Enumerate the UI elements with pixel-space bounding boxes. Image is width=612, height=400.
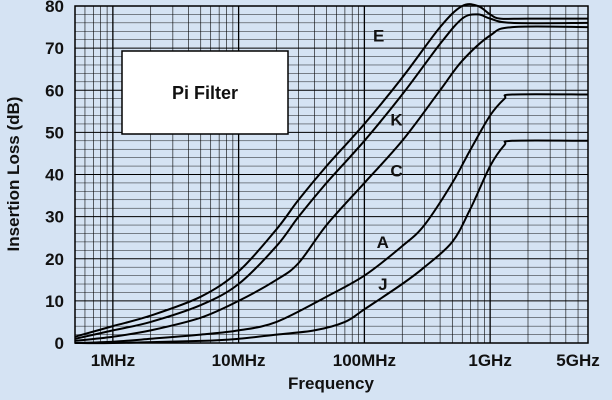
y-tick-label: 20 [45, 250, 64, 269]
series-line-k [74, 13, 589, 340]
series-label-c: C [390, 161, 402, 180]
legend-box-text: Pi Filter [172, 83, 238, 103]
x-tick-label: 1MHz [91, 351, 135, 370]
y-tick-label: 70 [45, 39, 64, 58]
y-tick-label: 60 [45, 81, 64, 100]
x-tick-label: 10MHz [212, 351, 266, 370]
y-axis-title: Insertion Loss (dB) [4, 97, 23, 252]
x-tick-labels: 1MHz 10MHz 100MHz 1GHz 5GHz [91, 351, 600, 370]
x-tick-label: 1GHz [468, 351, 511, 370]
series-label-e: E [373, 27, 384, 46]
series-line-j [74, 139, 589, 345]
y-tick-label: 0 [55, 334, 64, 353]
y-tick-label: 40 [45, 166, 64, 185]
curve-labels: E K C A J [373, 27, 403, 295]
series-label-j: J [378, 275, 387, 294]
y-tick-label: 10 [45, 292, 64, 311]
y-tick-label: 50 [45, 123, 64, 142]
legend-box-frame [121, 50, 289, 135]
series-line-a [74, 93, 589, 344]
y-tick-labels: 0 10 20 30 40 50 60 70 80 [45, 0, 64, 353]
series-label-a: A [377, 233, 389, 252]
x-tick-label: 100MHz [333, 351, 396, 370]
y-tick-label: 80 [45, 0, 64, 16]
series-label-k: K [390, 111, 403, 130]
x-tick-label: 5GHz [556, 351, 599, 370]
curves [74, 3, 589, 345]
legend-box: Pi Filter [121, 50, 289, 135]
x-axis-title: Frequency [288, 374, 375, 393]
series-line-e [74, 3, 588, 338]
plot-frame [74, 5, 589, 344]
y-tick-label: 30 [45, 208, 64, 227]
series-line-c [74, 25, 589, 342]
